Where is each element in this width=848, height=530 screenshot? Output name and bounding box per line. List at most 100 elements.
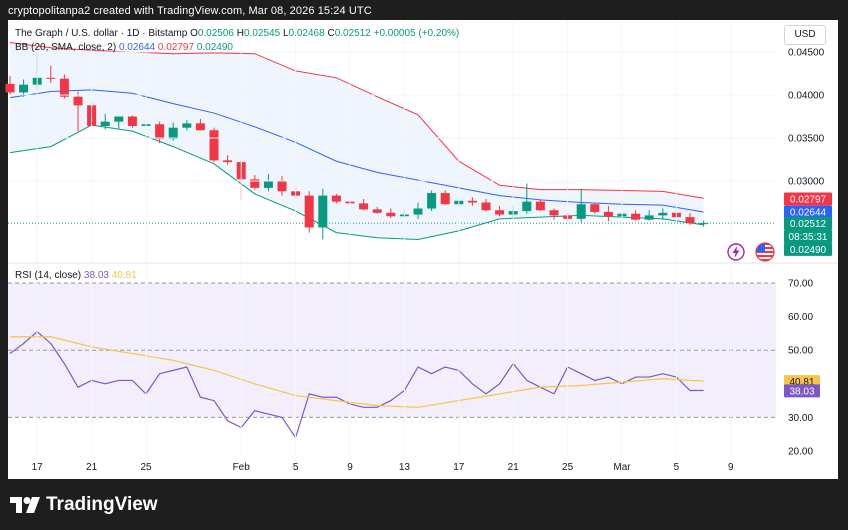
rsi-axis-label: 38.03 bbox=[784, 384, 820, 398]
candle-body[interactable] bbox=[644, 215, 654, 220]
rsi-tick-label: 30.00 bbox=[788, 413, 813, 424]
bb-legend[interactable]: BB (20, SMA, close, 2) 0.02644 0.02797 0… bbox=[15, 42, 233, 53]
snapshot-credit: cryptopolitanpa2 created with TradingVie… bbox=[8, 5, 372, 17]
candle-body[interactable] bbox=[100, 121, 110, 126]
symbol-legend[interactable]: The Graph / U.S. dollar · 1D · Bitstamp … bbox=[15, 28, 459, 39]
price-axis-label: 08:35:31 bbox=[784, 229, 832, 243]
high-label: H bbox=[236, 28, 245, 39]
rsi-value: 38.03 bbox=[83, 270, 109, 281]
time-tick-label: 25 bbox=[562, 462, 574, 473]
time-tick-label: 21 bbox=[508, 462, 520, 473]
candle-body[interactable] bbox=[549, 210, 559, 216]
lightning-icon[interactable] bbox=[726, 242, 746, 262]
high-value: 0.02545 bbox=[244, 28, 281, 39]
currency-button[interactable]: USD bbox=[784, 25, 826, 45]
tradingview-brand[interactable]: TradingView bbox=[10, 494, 158, 516]
candle-body[interactable] bbox=[59, 78, 69, 97]
candle-body[interactable] bbox=[372, 209, 382, 213]
candle-body[interactable] bbox=[73, 96, 83, 106]
rsi-ma-line bbox=[10, 336, 704, 408]
price-axis-label-bg bbox=[784, 229, 832, 243]
candle-body[interactable] bbox=[481, 202, 491, 211]
candle-body[interactable] bbox=[304, 195, 314, 228]
rsi-tick-label: 60.00 bbox=[788, 312, 813, 323]
time-tick-label: 9 bbox=[728, 462, 734, 473]
candle-body[interactable] bbox=[209, 130, 219, 161]
candle-body[interactable] bbox=[195, 123, 205, 131]
time-tick-label: 17 bbox=[32, 462, 44, 473]
price-axis-label-bg bbox=[784, 216, 832, 230]
low-value: 0.02468 bbox=[288, 28, 325, 39]
candle-body[interactable] bbox=[5, 83, 15, 93]
price-axis-label-text: 0.02490 bbox=[790, 245, 827, 256]
price-tick-label: 0.03500 bbox=[788, 134, 825, 145]
time-tick-label: 9 bbox=[347, 462, 353, 473]
us-flag-icon[interactable] bbox=[754, 241, 776, 263]
time-tick-label: 17 bbox=[453, 462, 465, 473]
candle-body[interactable] bbox=[427, 193, 437, 209]
candle-body[interactable] bbox=[658, 212, 668, 216]
price-axis-label-text: 0.02797 bbox=[790, 194, 827, 205]
change-value: +0.00005 (+0.20%) bbox=[373, 28, 460, 39]
tradingview-logo-icon bbox=[10, 497, 40, 513]
rsi-layer bbox=[8, 282, 776, 439]
candle-body[interactable] bbox=[522, 201, 532, 212]
rsi-label: RSI (14, close) bbox=[15, 270, 82, 281]
rsi-legend[interactable]: RSI (14, close) 38.03 40.81 bbox=[15, 270, 137, 281]
time-tick-label: Mar bbox=[613, 462, 631, 473]
price-tick-label: 0.04500 bbox=[788, 48, 825, 59]
price-axis-label-bg bbox=[784, 242, 832, 256]
price-axis-label-text: 08:35:31 bbox=[789, 232, 828, 243]
candle-body[interactable] bbox=[359, 203, 369, 210]
time-tick-label: 13 bbox=[399, 462, 411, 473]
price-axis-label-text: 0.02512 bbox=[790, 219, 827, 230]
candle-body[interactable] bbox=[19, 84, 29, 93]
time-tick-label: Feb bbox=[233, 462, 251, 473]
candle-body[interactable] bbox=[440, 193, 450, 205]
candle-body[interactable] bbox=[331, 195, 341, 202]
bb-basis-value: 0.02644 bbox=[118, 42, 156, 53]
bb-upper-value: 0.02797 bbox=[157, 42, 195, 53]
candle-body[interactable] bbox=[413, 208, 423, 215]
close-label: C bbox=[327, 28, 335, 39]
price-tick-label: 0.04000 bbox=[788, 91, 825, 102]
price-axis-label-bg bbox=[784, 192, 832, 206]
candle-body[interactable] bbox=[263, 181, 273, 188]
candle-body[interactable] bbox=[495, 210, 505, 215]
rsi-tick-label: 70.00 bbox=[788, 279, 813, 290]
candle-body[interactable] bbox=[603, 211, 613, 217]
candle-body[interactable] bbox=[685, 217, 695, 224]
candle-body[interactable] bbox=[223, 160, 233, 163]
rsi-ma-value: 40.81 bbox=[111, 270, 137, 281]
candle-body[interactable] bbox=[46, 77, 56, 79]
candle-body[interactable] bbox=[250, 179, 260, 188]
candle-body[interactable] bbox=[277, 181, 287, 192]
candle-body[interactable] bbox=[467, 200, 477, 203]
candle-body[interactable] bbox=[182, 123, 192, 128]
candle-body[interactable] bbox=[127, 116, 137, 126]
low-label: L bbox=[282, 28, 289, 39]
candle-body[interactable] bbox=[699, 223, 709, 225]
bb-lower-line bbox=[9, 124, 704, 240]
candle-body[interactable] bbox=[114, 116, 124, 122]
bb-label: BB (20, SMA, close, 2) bbox=[15, 42, 117, 53]
price-tick-label: 0.03000 bbox=[788, 177, 825, 188]
price-axis-label: 0.02644 bbox=[784, 205, 832, 219]
candle-body[interactable] bbox=[155, 124, 165, 139]
rsi-axis-label-bg bbox=[784, 384, 820, 398]
candle-body[interactable] bbox=[386, 212, 396, 217]
candle-body[interactable] bbox=[318, 195, 328, 228]
rsi-tick-label: 20.00 bbox=[788, 447, 813, 458]
bb-basis-line bbox=[9, 89, 704, 213]
rsi-line bbox=[9, 330, 704, 439]
candle-body[interactable] bbox=[576, 204, 586, 219]
candle-body[interactable] bbox=[631, 213, 641, 220]
open-label: O bbox=[190, 28, 198, 39]
price-axis-label-text: 0.02644 bbox=[790, 208, 827, 219]
candle-body[interactable] bbox=[535, 201, 545, 211]
candle-body[interactable] bbox=[590, 204, 600, 212]
candle-body[interactable] bbox=[168, 127, 178, 139]
price-axis-label: 0.02512 bbox=[784, 216, 832, 230]
